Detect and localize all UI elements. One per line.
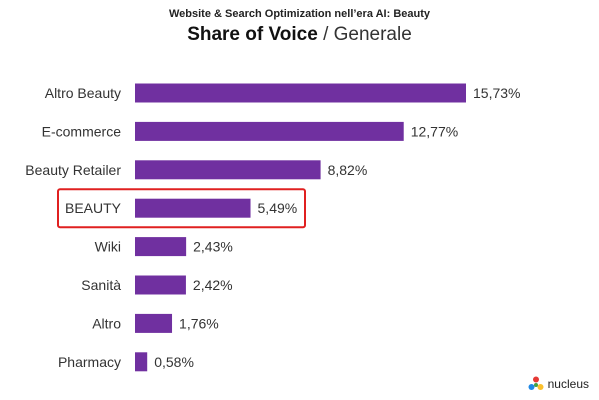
chart-title-rest: / Generale [323, 24, 412, 45]
chart-title: Share of Voice / Generale [0, 24, 599, 46]
bar [135, 237, 187, 257]
bar [135, 121, 404, 141]
value-label: 2,43% [193, 239, 233, 255]
category-label: BEAUTY [65, 200, 122, 216]
bar [135, 83, 466, 103]
value-label: 1,76% [179, 315, 219, 331]
value-label: 0,58% [154, 354, 194, 370]
bar [135, 313, 173, 333]
value-label: 5,49% [258, 200, 298, 216]
chart-header: Website & Search Optimization nell’era A… [0, 8, 599, 46]
value-label: 2,42% [193, 277, 233, 293]
category-label: Altro [92, 315, 121, 331]
category-label: E-commerce [42, 123, 122, 139]
category-label: Beauty Retailer [25, 162, 121, 178]
category-label: Altro Beauty [45, 85, 121, 101]
category-label: Sanità [81, 277, 121, 293]
chart-subtitle: Website & Search Optimization nell’era A… [168, 8, 430, 20]
bar [135, 275, 186, 295]
value-label: 15,73% [473, 85, 520, 101]
category-label: Pharmacy [58, 354, 121, 370]
highlight-box [57, 188, 306, 229]
nucleus-logo: nucleus [528, 376, 589, 392]
bar [135, 198, 251, 218]
value-label: 12,77% [411, 123, 458, 139]
category-label: Wiki [95, 239, 121, 255]
chart-title-bold: Share of Voice [187, 24, 318, 45]
nucleus-logo-icon [528, 376, 544, 390]
value-label: 8,82% [328, 162, 368, 178]
bar [135, 352, 148, 372]
bar [135, 160, 321, 180]
logo-text: nucleus [547, 377, 589, 391]
